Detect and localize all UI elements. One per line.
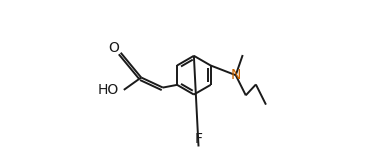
- Text: O: O: [108, 41, 119, 55]
- Text: N: N: [231, 68, 241, 82]
- Text: F: F: [195, 132, 203, 146]
- Text: HO: HO: [97, 83, 119, 97]
